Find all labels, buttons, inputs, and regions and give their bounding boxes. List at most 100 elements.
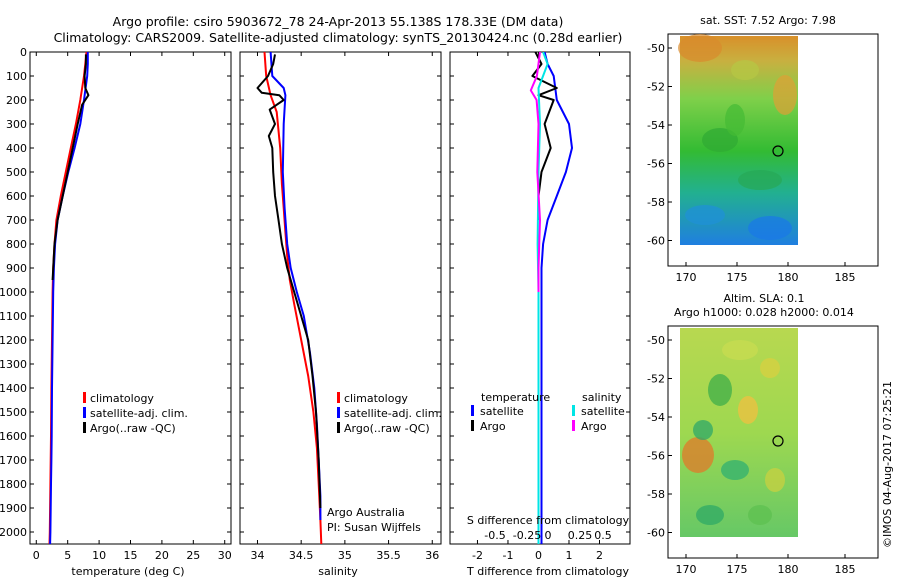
map-y-tick-label: -52 [647,373,665,386]
x-tick-label: 20 [155,549,169,562]
legend-satellite-label: satellite-adj. clim. [90,407,188,420]
depth-tick-label: 1600 [0,430,27,443]
s-diff-tick-label: -0.25 [513,529,541,542]
map-y-tick-label: -56 [647,450,665,463]
s-diff-tick-label: 0 [545,529,552,542]
sst-texture-blob [685,205,725,225]
x-tick-label: 34.5 [289,549,314,562]
depth-tick-label: 0 [20,46,27,59]
difference-xlabel: T difference from climatology [466,565,629,578]
sla-title-line1: Altim. SLA: 0.1 [723,292,804,305]
depth-tick-label: 1100 [0,310,27,323]
legend-s-satellite-swatch [572,405,575,416]
legend-climatology-swatch [83,392,86,403]
sla-y-axis: -50 -52 -54 -56 -58 -60 [647,334,672,540]
x-tick-label: 36 [425,549,439,562]
depth-tick-label: 400 [6,142,27,155]
sst-y-axis: -50 -52 -54 -56 -58 -60 [647,42,672,248]
legend-t-argo-swatch [471,420,474,431]
legend-satellite-label: satellite-adj. clim. [344,407,442,420]
map-y-tick-label: -52 [647,81,665,94]
x-tick-label: 5 [64,549,71,562]
legend-climatology-label: climatology [90,392,154,405]
x-tick-label: 35.5 [376,549,401,562]
legend-argo-swatch [83,422,86,433]
sst-texture-blob [738,170,782,190]
x-tick-label: -2 [472,549,483,562]
map-y-tick-label: -50 [647,42,665,55]
depth-tick-label: 1000 [0,286,27,299]
x-tick-label: 0 [535,549,542,562]
legend-climatology-swatch [337,392,340,403]
series-line-climatology [48,52,88,544]
depth-tick-label: 200 [6,94,27,107]
x-tick-label: 35 [338,549,352,562]
map-y-tick-label: -60 [647,527,665,540]
sla-texture-blob [760,358,780,378]
imos-credit: ©IMOS 04-Aug-2017 07:25:21 [881,381,894,548]
sla-texture-blob [722,340,758,360]
s-diff-tick-label: 0.25 [568,529,593,542]
series-line-argo-raw-qc [51,54,90,281]
sla-texture-blob [721,460,749,480]
x-tick-label: 25 [186,549,200,562]
legend-s-argo-swatch [572,420,575,431]
map-y-tick-label: -54 [647,119,665,132]
salinity-series [256,52,323,544]
sst-x-axis: 170 175 180 185 [676,262,856,284]
difference-series [529,52,573,544]
legend-s-satellite-label: satellite [581,405,625,418]
sst-texture-blob [731,60,759,80]
map-y-tick-label: -56 [647,158,665,171]
legend-climatology-label: climatology [344,392,408,405]
temperature-series [48,52,90,544]
map-x-tick-label: 180 [778,271,799,284]
sla-heatmap-texture [682,340,785,525]
depth-axis: 0 100 200 300 400 500 600 700 800 900 1000 1100 1200… [0,46,630,539]
depth-tick-label: 1400 [0,382,27,395]
sla-texture-blob [765,468,785,492]
depth-tick-label: 900 [6,262,27,275]
sst-texture-blob [748,216,792,240]
legend-argo-label: Argo(..raw -QC) [90,422,176,435]
depth-tick-label: 1800 [0,478,27,491]
depth-tick-label: 500 [6,166,27,179]
header-line2: Climatology: CARS2009. Satellite-adjuste… [54,30,623,45]
map-x-tick-label: 175 [727,563,748,576]
sst-texture-blob [773,75,797,115]
legend-argo-label: Argo(..raw -QC) [344,422,430,435]
legend-t-satellite-swatch [471,405,474,416]
depth-tick-label: 700 [6,214,27,227]
temperature-x-axis: 0 5 10 15 20 25 30 [33,52,232,562]
s-difference-ticks: -0.5 -0.25 0 0.25 0.5 [484,529,611,542]
map-x-tick-label: 185 [835,271,856,284]
depth-tick-label: 1900 [0,502,27,515]
x-tick-label: 1 [565,549,572,562]
salinity-x-axis: 34 34.5 35 35.5 36 [250,52,439,562]
sla-texture-blob [696,505,724,525]
s-diff-tick-label: 0.5 [594,529,612,542]
sla-texture-blob [738,396,758,424]
map-y-tick-label: -54 [647,411,665,424]
difference-legend: temperature satellite Argo salinity sate… [467,391,630,542]
s-diff-tick-label: -0.5 [484,529,505,542]
legend-t-argo-label: Argo [480,420,506,433]
sla-title-line2: Argo h1000: 0.028 h2000: 0.014 [674,306,854,319]
depth-tick-label: 1300 [0,358,27,371]
depth-tick-label: 300 [6,118,27,131]
sst-title: sat. SST: 7.52 Argo: 7.98 [700,14,836,27]
x-tick-label: 2 [596,549,603,562]
legend-satellite-swatch [83,407,86,418]
map-y-tick-label: -58 [647,196,665,209]
depth-tick-label: 100 [6,70,27,83]
sst-texture-blob [678,34,722,62]
sla-texture-blob [682,437,714,473]
temperature-axes [29,51,232,545]
temperature-legend: climatology satellite-adj. clim. Argo(..… [83,392,188,435]
depth-tick-label: 1200 [0,334,27,347]
map-x-tick-label: 175 [727,271,748,284]
legend-argo-swatch [337,422,340,433]
sla-texture-blob [708,374,732,406]
map-y-tick-label: -50 [647,334,665,347]
